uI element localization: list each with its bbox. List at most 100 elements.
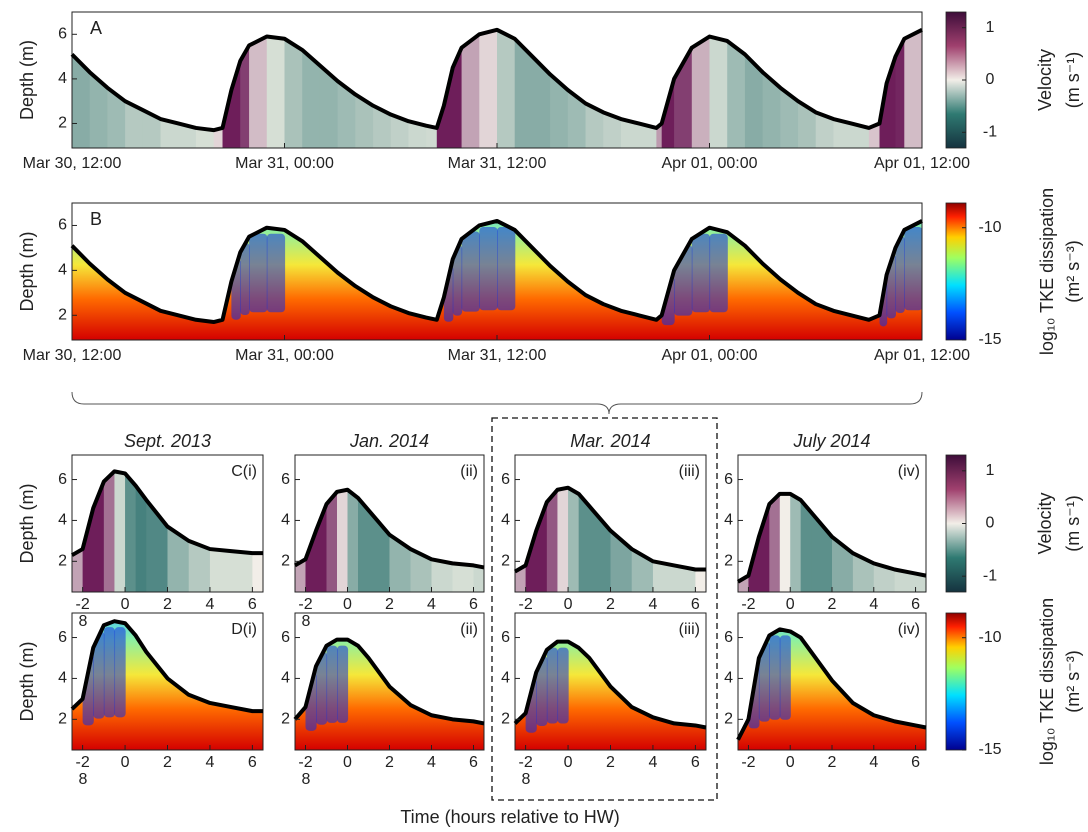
heatmap-strip (316, 651, 328, 725)
heatmap-strip (904, 226, 922, 311)
colorbar-unit: (m² s⁻³) (1063, 240, 1083, 302)
heatmap-strip (373, 29, 392, 148)
colorbar-tick-label: 1 (986, 462, 995, 479)
y-tick-label: 2 (724, 553, 733, 570)
x-tick-label: -2 (75, 754, 89, 771)
x-tick-label: -2 (741, 596, 755, 613)
heatmap-strip (610, 487, 633, 592)
heatmap-strip (461, 29, 480, 148)
x-tick-label: -2 (518, 596, 532, 613)
brace (71, 391, 923, 415)
x-tick-label: -2 (75, 596, 89, 613)
x-tick-label: Apr 01, 12:00 (874, 155, 970, 172)
x-tick-label: 4 (648, 754, 657, 771)
colorbar-tick-label: -10 (978, 629, 1001, 646)
heatmap-strip (266, 233, 286, 313)
heatmap-strip (389, 489, 412, 592)
x-tick-label: 2 (606, 596, 615, 613)
heatmap-strip (497, 29, 516, 148)
y-tick-label: 4 (724, 670, 733, 687)
x-tick-label: 4 (427, 596, 436, 613)
heatmap-strip (326, 645, 338, 723)
heatmap-strip (744, 29, 764, 148)
heatmap-strip (525, 487, 537, 592)
heatmap-strip (652, 487, 675, 592)
heatmap-strip (536, 487, 548, 592)
heatmap-strip (904, 29, 922, 148)
heatmap-strip (567, 29, 587, 148)
x-tick-label: Mar 31, 12:00 (448, 155, 547, 172)
heatmap-strip (431, 489, 454, 592)
y-tick-label: 2 (58, 307, 67, 324)
x-tick-label: 6 (469, 754, 478, 771)
heatmap-strip (93, 631, 105, 719)
heatmap-strip (557, 647, 569, 724)
x-tick-label: 4 (869, 596, 878, 613)
surface-line (513, 639, 707, 730)
heatmap-strip (125, 29, 144, 148)
y-axis-label: Depth (m) (17, 40, 37, 120)
x-tick-label: Mar 31, 00:00 (235, 347, 334, 364)
x-tick-label: 4 (648, 596, 657, 613)
heatmap-strip (620, 29, 640, 148)
colorbar-tick-label: 0 (986, 515, 995, 532)
y-tick-label: 2 (281, 711, 290, 728)
heatmap-strip (305, 489, 317, 592)
heatmap-strip (125, 471, 137, 592)
panel-label: D(i) (231, 621, 257, 638)
y-tick-label: 4 (281, 512, 290, 529)
heatmap-strip (295, 489, 307, 592)
x-tick-label: Apr 01, 00:00 (661, 155, 757, 172)
colorbar (945, 202, 967, 341)
x-tick-label: 2 (828, 596, 837, 613)
colorbar-label: log₁₀ TKE dissipation (1037, 598, 1057, 765)
heatmap-strip (390, 29, 410, 148)
heatmap-strip (780, 29, 799, 148)
x-tick-label: 2 (385, 754, 394, 771)
heatmap-strip (709, 29, 728, 148)
x-tick-label: Mar 30, 12:00 (23, 155, 122, 172)
x-tick-label: 4 (869, 754, 878, 771)
panel-label: (ii) (460, 463, 478, 480)
panel-title: Sept. 2013 (124, 431, 211, 451)
heatmap-strip (585, 29, 604, 148)
heatmap-strip (326, 489, 338, 592)
heatmap-strip (347, 489, 359, 592)
y-axis-label: Depth (m) (17, 641, 37, 721)
x-tick-label: -2 (518, 754, 532, 771)
heatmap-strip (691, 29, 711, 148)
heatmap-strip (895, 235, 905, 313)
heatmap-strip (852, 493, 875, 592)
x-tick-label: 2 (606, 754, 615, 771)
heatmap-strip (188, 471, 211, 592)
heatmap-strip (461, 231, 480, 312)
y-tick-label: 2 (501, 711, 510, 728)
x-tick-label: -2 (298, 754, 312, 771)
colorbar-tick-label: 0 (986, 71, 995, 88)
surface-line (70, 619, 263, 714)
colorbar-unit: (m s⁻¹) (1063, 495, 1083, 551)
heatmap-strip (103, 471, 116, 592)
x-axis-label: Time (hours relative to HW) (400, 807, 619, 827)
heatmap-strip (93, 471, 105, 592)
heatmap-strip (758, 641, 770, 722)
y-tick-label: 6 (501, 629, 510, 646)
panel-label: (iii) (679, 621, 700, 638)
heatmap-strip (316, 489, 328, 592)
heatmap-strip (107, 29, 126, 148)
x-tick-label: 8 (79, 613, 88, 630)
heatmap-strip (758, 493, 770, 592)
x-tick-label: 8 (302, 613, 311, 630)
heatmap-strip (72, 29, 91, 148)
panel-title: July 2014 (792, 431, 870, 451)
x-tick-label: 0 (121, 596, 130, 613)
y-tick-label: 6 (58, 629, 67, 646)
y-tick-label: 6 (58, 217, 67, 234)
heatmap-strip (833, 29, 852, 148)
heatmap-strip (240, 242, 250, 316)
heatmap-strip (231, 29, 241, 148)
colorbar-label: Velocity (1035, 49, 1055, 111)
surface-line (513, 485, 706, 574)
x-tick-label: 6 (248, 754, 257, 771)
y-tick-label: 2 (281, 553, 290, 570)
